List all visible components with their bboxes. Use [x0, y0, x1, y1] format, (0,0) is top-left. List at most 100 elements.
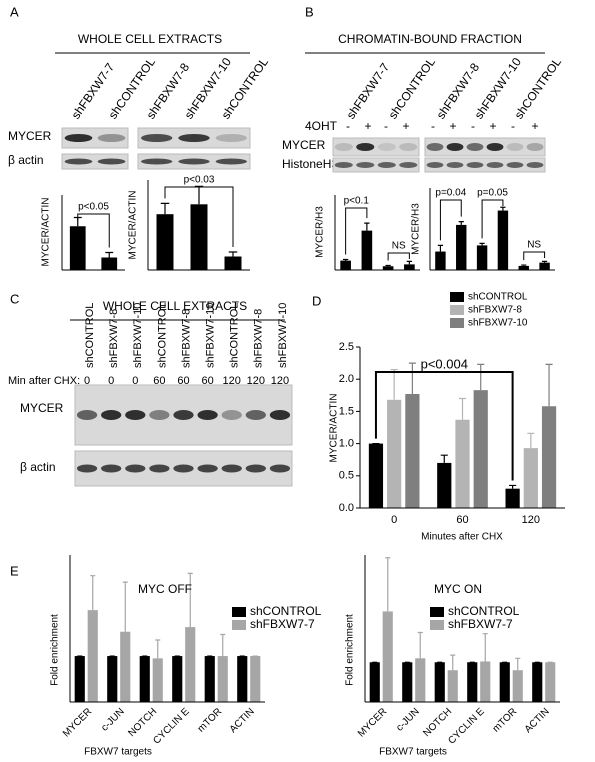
- x-axis-label: FBXW7 targets: [84, 747, 152, 758]
- bar: [415, 658, 426, 702]
- bar: [455, 419, 470, 508]
- time-value: 0: [108, 375, 114, 387]
- error-bar: [122, 581, 128, 632]
- blot-band: [399, 143, 418, 151]
- time-value: 60: [177, 375, 189, 387]
- panel-letter: C: [10, 291, 19, 306]
- blot-band: [269, 410, 291, 420]
- bar: [69, 226, 86, 270]
- bar: [404, 264, 415, 270]
- blot-band: [221, 410, 242, 420]
- blot-band: [486, 143, 504, 151]
- legend-swatch: [232, 607, 246, 617]
- blot-band: [334, 143, 353, 151]
- blot-band: [178, 134, 210, 142]
- treatment-sign: -: [511, 119, 515, 133]
- blot: [61, 127, 129, 149]
- blot-band: [140, 134, 173, 142]
- bar: [499, 662, 510, 702]
- blot-band: [149, 410, 170, 420]
- blot-band: [356, 162, 375, 168]
- significance-bracket: [345, 207, 368, 255]
- lane-label: shCONTROL: [386, 55, 439, 122]
- error-bar: [342, 258, 349, 261]
- bar: [250, 656, 261, 702]
- bar: [387, 399, 402, 508]
- error-bar: [521, 264, 527, 266]
- x-tick-label: MYCER: [356, 706, 389, 739]
- panel-letter: A: [10, 4, 19, 19]
- bar: [434, 662, 445, 702]
- blot-band: [466, 162, 484, 168]
- row-label: HistoneH3: [282, 157, 338, 171]
- blot-band: [446, 162, 464, 168]
- treatment-sign: -: [471, 119, 475, 133]
- blot-band: [178, 158, 210, 165]
- bar: [480, 661, 491, 702]
- blot-band: [64, 134, 93, 142]
- panel-header: WHOLE CELL EXTRACTS: [103, 299, 247, 313]
- error-bar: [450, 654, 456, 671]
- lane-label: shFBXW7-8: [253, 309, 265, 368]
- annotation: NS: [392, 241, 406, 252]
- panel-letter: B: [305, 4, 314, 19]
- y-axis-label: MYCER/ACTIN: [41, 198, 52, 267]
- error-bar: [458, 397, 467, 420]
- bar: [473, 390, 488, 508]
- bar: [476, 245, 488, 270]
- bar: [224, 256, 242, 270]
- chart-title: MYC ON: [434, 582, 482, 596]
- x-tick-label: NOTCH: [126, 706, 159, 739]
- error-bar: [220, 633, 226, 657]
- error-bar: [541, 260, 548, 263]
- blot-band: [197, 410, 218, 420]
- error-bar: [479, 242, 485, 246]
- x-tick-label: 120: [522, 514, 540, 526]
- y-axis-label: MYCER/H3: [315, 206, 326, 258]
- blot-band: [377, 162, 396, 168]
- blot-band: [526, 143, 544, 151]
- row-label: MYCER: [8, 129, 52, 143]
- blot-band: [506, 162, 524, 168]
- lane-label: shCONTROL: [229, 303, 241, 368]
- x-tick-label: 60: [456, 514, 468, 526]
- legend-swatch: [450, 318, 464, 328]
- y-axis-label: MYCER/ACTIN: [329, 394, 340, 463]
- blot: [61, 153, 129, 170]
- x-tick-label: CYCLIN E: [446, 706, 487, 747]
- chart-title: MYC OFF: [138, 582, 192, 596]
- annotation: p<0.05: [78, 202, 109, 213]
- panel-letter: E: [10, 563, 19, 578]
- treatment-sign: +: [489, 119, 496, 133]
- row-label: β actin: [8, 153, 44, 167]
- bar: [456, 224, 467, 270]
- error-bar: [527, 432, 535, 449]
- error-bar: [364, 222, 370, 231]
- bar: [523, 448, 538, 508]
- error-bar: [385, 557, 391, 612]
- time-value: 60: [153, 375, 165, 387]
- lane-label: shCONTROL: [84, 303, 96, 368]
- x-axis-label: FBXW7 targets: [379, 747, 447, 758]
- bar: [340, 260, 351, 270]
- blot-band: [486, 162, 504, 168]
- legend-label: shCONTROL: [468, 292, 528, 303]
- annotation: p<0.03: [184, 175, 215, 186]
- annotation: p<0.004: [421, 356, 468, 371]
- bar: [539, 262, 550, 270]
- bar: [368, 443, 384, 508]
- blot-band: [334, 162, 353, 168]
- row-label: MYCER: [20, 401, 64, 415]
- blot-band: [76, 464, 98, 473]
- x-tick-label: mTOR: [196, 706, 224, 734]
- blot-band: [101, 464, 122, 473]
- bar: [382, 611, 393, 702]
- legend-swatch: [430, 620, 444, 630]
- bar: [369, 662, 380, 702]
- y-tick-label: 2.0: [339, 373, 354, 385]
- blot-band: [426, 143, 444, 151]
- blot-band: [173, 410, 194, 420]
- y-tick-label: 1.0: [339, 438, 354, 450]
- x-tick-label: ACTIN: [523, 706, 552, 735]
- blot-band: [97, 134, 126, 142]
